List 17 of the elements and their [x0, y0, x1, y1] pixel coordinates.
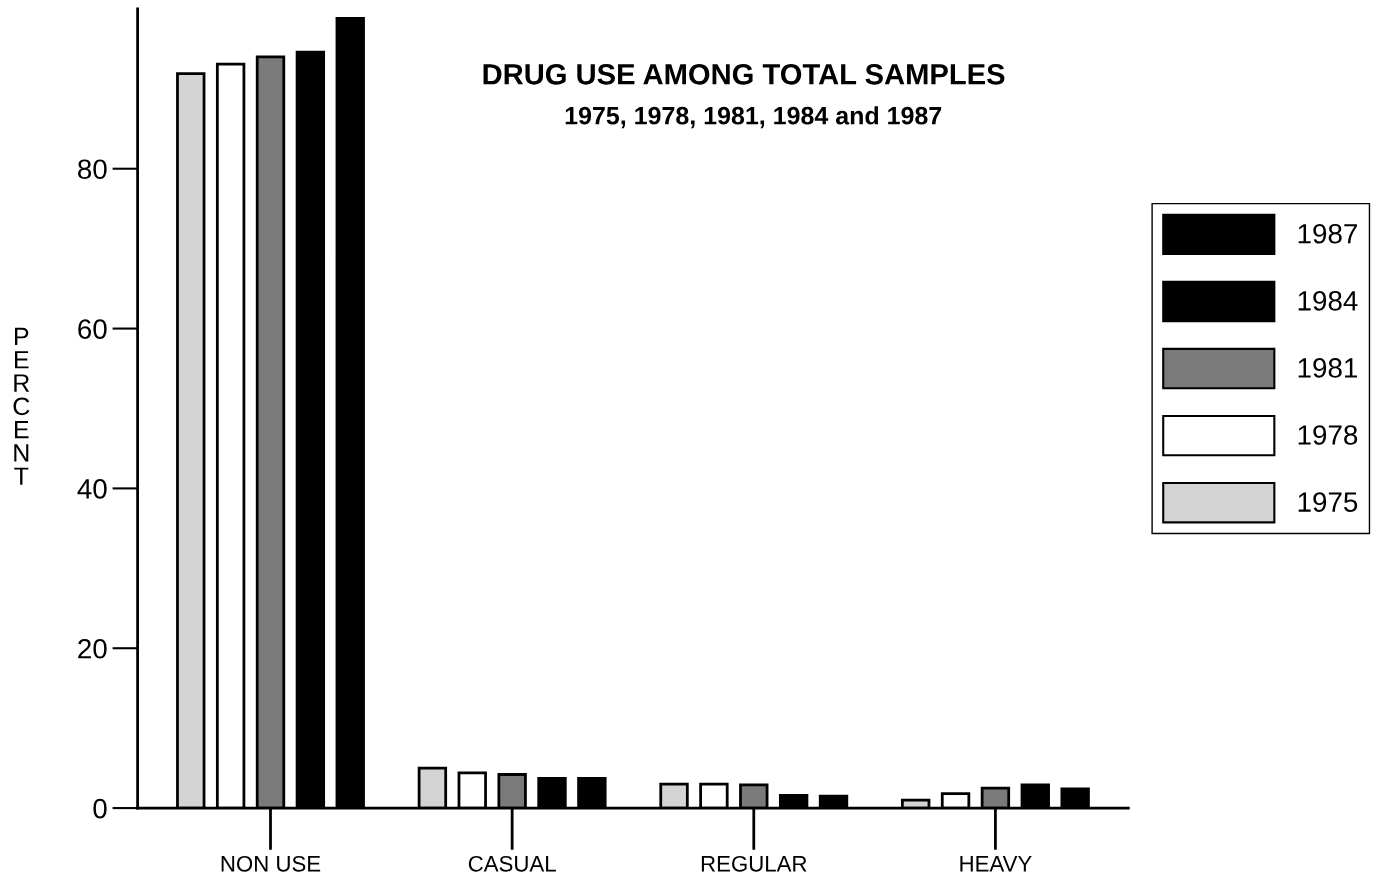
- legend-label: 1978: [1298, 425, 1358, 445]
- y-tick-label: 0: [93, 798, 107, 819]
- y-tick-label: 60: [78, 319, 107, 339]
- x-tick-label: HEAVY: [960, 856, 1032, 872]
- text: DRUG USE AMONG TOTAL SAMPLES: [483, 63, 1005, 85]
- y-tick-label: 20: [78, 638, 107, 659]
- y-tick-label: 80: [78, 159, 107, 180]
- x-tick-label: CASUAL: [468, 855, 556, 872]
- x-tick-label: REGULAR: [701, 855, 807, 872]
- legend-label: 1987: [1298, 223, 1357, 244]
- x-tick-label: NON USE: [221, 855, 321, 872]
- legend-label: 1984: [1298, 291, 1358, 311]
- legend-label: 1981: [1298, 358, 1357, 378]
- legend-label: 1975: [1298, 492, 1358, 512]
- y-axis-title: PERCENT: [13, 327, 30, 485]
- text: 1975, 1978, 1981, 1984 and 1987: [565, 106, 942, 129]
- y-tick-label: 40: [77, 479, 107, 499]
